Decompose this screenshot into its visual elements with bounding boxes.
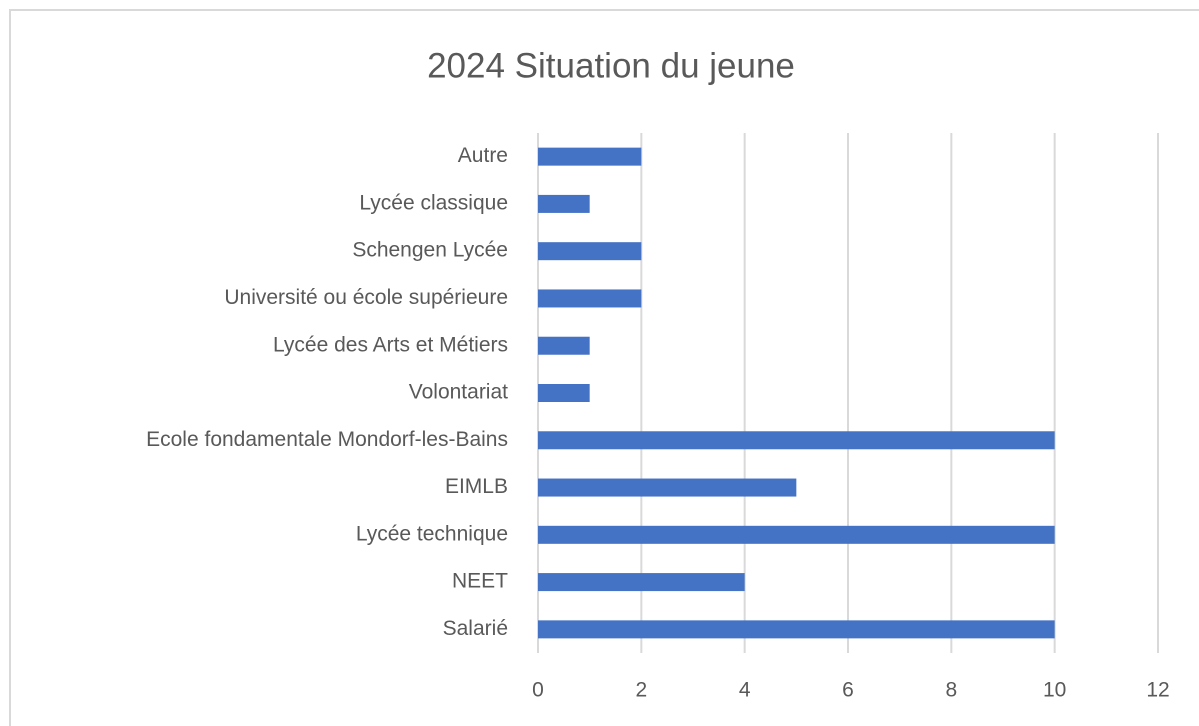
bar bbox=[538, 384, 590, 402]
bar bbox=[538, 525, 1055, 544]
y-tick-label: Université ou école supérieure bbox=[224, 286, 508, 309]
x-tick-label: 0 bbox=[532, 679, 544, 702]
bar bbox=[538, 289, 642, 308]
y-tick-label: Autre bbox=[458, 144, 508, 167]
y-tick-label: Ecole fondamentale Mondorf-les-Bains bbox=[146, 428, 508, 451]
y-tick-label: Lycée des Arts et Métiers bbox=[273, 333, 508, 356]
bar bbox=[538, 431, 1055, 450]
bar bbox=[538, 478, 797, 497]
y-tick-label: Schengen Lycée bbox=[352, 239, 508, 262]
y-tick-label: EIMLB bbox=[445, 475, 508, 498]
x-tick-label: 8 bbox=[945, 679, 957, 702]
y-tick-label: Lycée classique bbox=[359, 191, 508, 214]
bar bbox=[538, 620, 1055, 639]
bar bbox=[538, 242, 642, 261]
x-tick-label: 4 bbox=[739, 679, 751, 702]
chart-title: 2024 Situation du jeune bbox=[427, 46, 795, 85]
x-tick-label: 10 bbox=[1043, 679, 1066, 702]
bar bbox=[538, 336, 590, 355]
x-tick-label: 12 bbox=[1146, 679, 1169, 702]
x-tick-label: 2 bbox=[635, 679, 647, 702]
y-tick-label: NEET bbox=[452, 570, 508, 593]
bar bbox=[538, 147, 642, 166]
y-tick-label: Volontariat bbox=[409, 381, 508, 404]
bar bbox=[538, 194, 590, 213]
y-tick-label: Lycée technique bbox=[356, 522, 508, 545]
bar bbox=[538, 573, 745, 592]
y-tick-label: Salarié bbox=[443, 617, 508, 640]
chart-frame bbox=[9, 9, 1199, 726]
x-tick-label: 6 bbox=[842, 679, 854, 702]
